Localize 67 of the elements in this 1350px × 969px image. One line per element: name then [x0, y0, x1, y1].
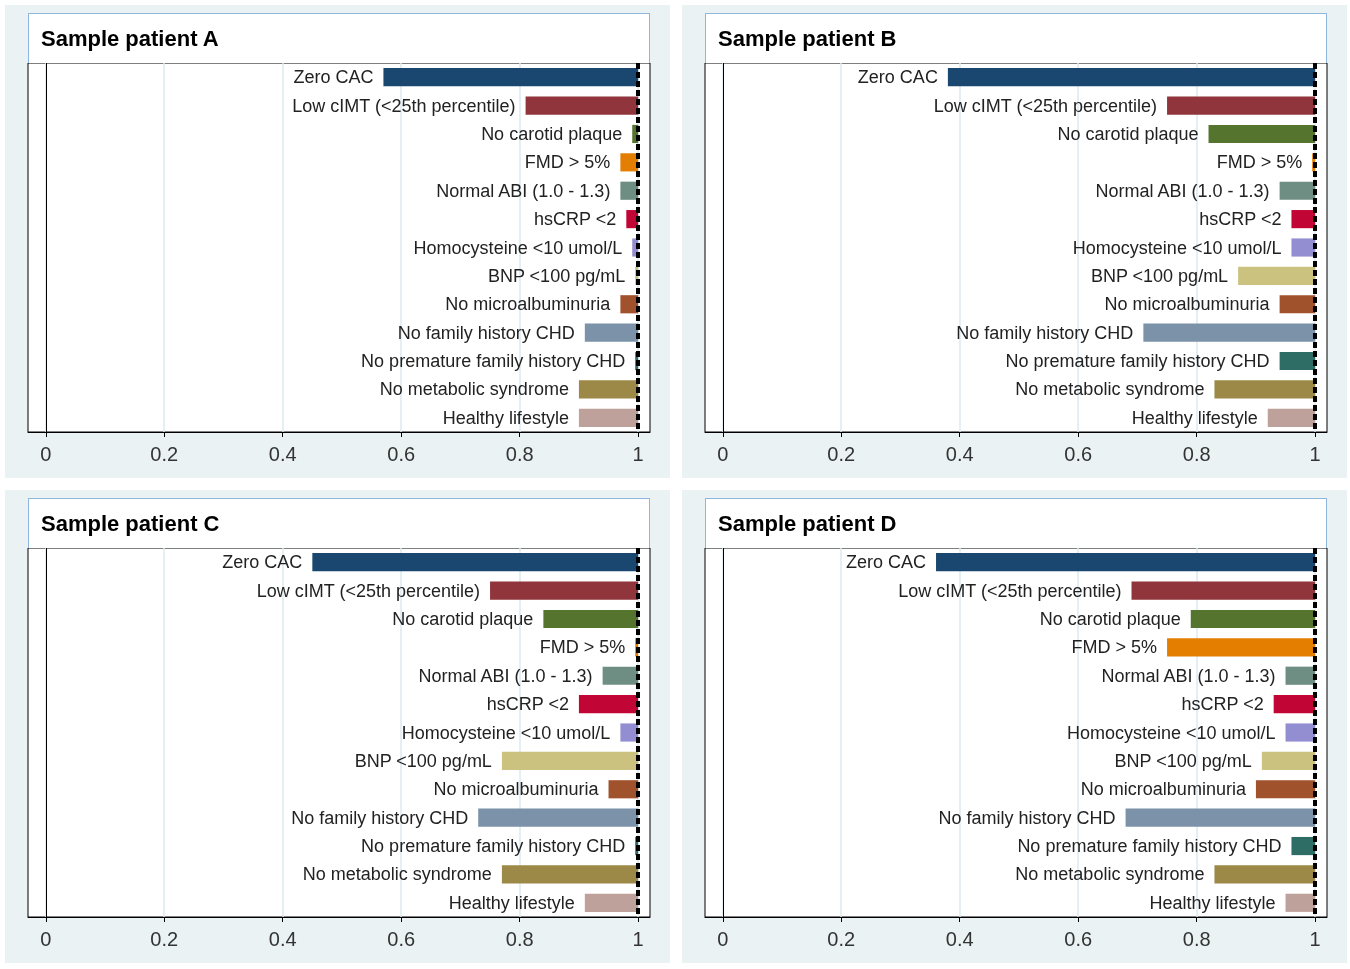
category-label: No microalbuminuria — [433, 779, 599, 800]
x-tick-label: 0 — [40, 443, 52, 465]
chart-title: Sample patient D — [705, 498, 1327, 548]
y-tick-label: hsCRP <2 — [1181, 694, 1264, 715]
category-label: Homocysteine <10 umol/L — [401, 722, 611, 743]
category-label: BNP <100 pg/mL — [487, 265, 626, 286]
x-tick-label: 0.8 — [1182, 928, 1211, 950]
category-label: Low cIMT (<25th percentile) — [292, 95, 516, 116]
category-label: FMD > 5% — [524, 152, 611, 173]
category-label: Normal ABI (1.0 - 1.3) — [436, 180, 611, 201]
category-label: hsCRP <2 — [534, 209, 617, 230]
y-tick-label: No metabolic syndrome — [1015, 864, 1205, 885]
y-tick-label: Normal ABI (1.0 - 1.3) — [1101, 665, 1276, 686]
category-label: Healthy lifestyle — [448, 892, 575, 913]
category-label: Low cIMT (<25th percentile) — [256, 580, 481, 601]
category-label: No carotid plaque — [392, 608, 534, 629]
x-tick-label: 1 — [632, 928, 644, 950]
category-label: No metabolic syndrome — [302, 864, 492, 885]
y-tick-label: BNP <100 pg/mL — [1114, 750, 1252, 771]
y-tick-label: Homocysteine <10 umol/L — [1066, 722, 1276, 743]
x-tick-label: 0.2 — [827, 928, 856, 950]
x-tick-label: 0.6 — [387, 443, 416, 465]
x-tick-label: 0 — [40, 928, 52, 950]
x-tick-label: 0 — [717, 928, 729, 950]
x-tick-label: 0.8 — [1182, 443, 1211, 465]
category-label: No premature family history CHD — [361, 836, 626, 857]
x-tick-label: 0.8 — [505, 928, 534, 950]
y-tick-label: No premature family history CHD — [1017, 836, 1282, 857]
x-tick-label: 0 — [717, 443, 729, 465]
x-tick-label: 0.6 — [387, 928, 416, 950]
category-label: No family history CHD — [956, 322, 1134, 343]
y-tick-label: Healthy lifestyle — [1149, 892, 1276, 913]
x-tick-label: 0.2 — [827, 443, 856, 465]
chart-title: Sample patient A — [28, 13, 650, 63]
x-tick-label: 0.6 — [1064, 443, 1093, 465]
category-label: Homocysteine <10 umol/L — [413, 237, 623, 258]
x-tick-label: 0.4 — [945, 443, 974, 465]
category-label: No carotid plaque — [481, 123, 623, 144]
category-label: Normal ABI (1.0 - 1.3) — [418, 665, 593, 686]
chart-title: Sample patient B — [705, 13, 1327, 63]
y-tick-label: No carotid plaque — [1039, 608, 1181, 629]
x-tick-label: 1 — [1309, 928, 1321, 950]
category-label: Zero CAC — [222, 552, 303, 573]
category-label: No metabolic syndrome — [379, 379, 569, 400]
x-tick-label: 0.6 — [1064, 928, 1093, 950]
category-label: Zero CAC — [293, 67, 374, 88]
category-label: hsCRP <2 — [486, 694, 569, 715]
x-tick-label: 0.2 — [150, 443, 179, 465]
x-tick-label: 1 — [1309, 443, 1321, 465]
category-label: No family history CHD — [397, 322, 575, 343]
x-tick-label: 0.4 — [268, 928, 297, 950]
category-label: Zero CAC — [857, 67, 938, 88]
category-label: No microalbuminuria — [445, 294, 611, 315]
category-label: No family history CHD — [291, 807, 469, 828]
category-label: No premature family history CHD — [361, 351, 626, 372]
x-tick-label: 0.8 — [505, 443, 534, 465]
y-tick-label: No microalbuminuria — [1080, 779, 1247, 800]
x-tick-label: 0.2 — [150, 928, 179, 950]
y-tick-label: FMD > 5% — [1071, 637, 1158, 658]
category-label: FMD > 5% — [1216, 152, 1303, 173]
category-label: BNP <100 pg/mL — [354, 750, 492, 771]
chart-title: Sample patient C — [28, 498, 650, 548]
category-label: FMD > 5% — [539, 637, 626, 658]
x-tick-label: 1 — [632, 443, 644, 465]
x-tick-label: 0.4 — [945, 928, 974, 950]
x-tick-label: 0.4 — [268, 443, 297, 465]
category-label: Healthy lifestyle — [442, 407, 569, 428]
